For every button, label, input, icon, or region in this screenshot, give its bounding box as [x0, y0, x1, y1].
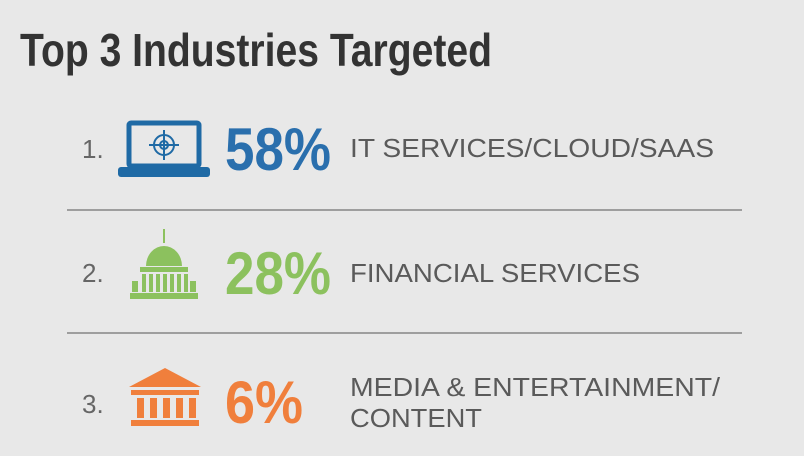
percentage: 6%: [225, 369, 303, 436]
laptop-icon: [118, 120, 210, 177]
industry-label: CONTENT: [350, 403, 482, 433]
percentage: 58%: [225, 116, 331, 183]
industry-label: FINANCIAL SERVICES: [350, 258, 640, 288]
rank: 3.: [82, 389, 104, 419]
title: Top 3 Industries Targeted: [20, 24, 492, 76]
percentage: 28%: [225, 240, 331, 307]
capitol-icon: [130, 229, 198, 299]
temple-icon: [129, 368, 201, 426]
industry-label: MEDIA & ENTERTAINMENT/: [350, 372, 721, 402]
industry-label: IT SERVICES/CLOUD/SAAS: [350, 133, 714, 163]
rank: 2.: [82, 258, 104, 288]
rank: 1.: [82, 134, 104, 164]
